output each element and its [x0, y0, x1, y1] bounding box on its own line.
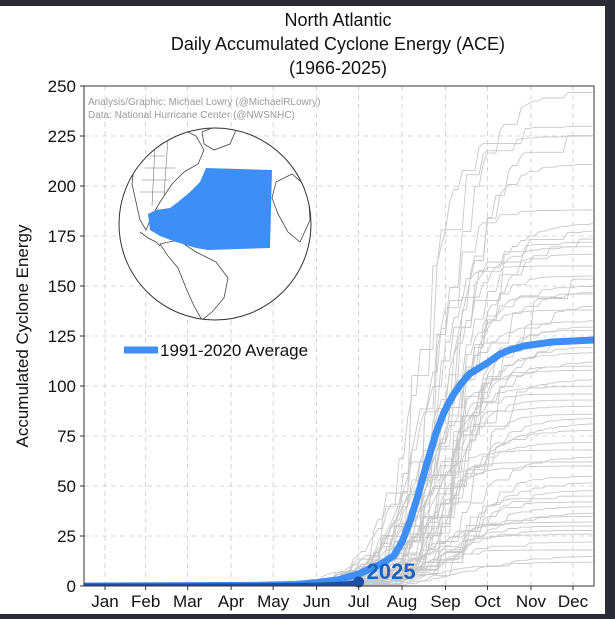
x-tick-label-mar: Mar — [173, 592, 203, 611]
x-tick-label-apr: Apr — [218, 592, 245, 611]
y-tick-label: 50 — [57, 477, 76, 496]
north-atlantic-basin-highlight — [148, 168, 272, 250]
y-tick-label: 250 — [48, 77, 76, 96]
chart-frame: North Atlantic Daily Accumulated Cyclone… — [0, 6, 605, 614]
title-line-2: Daily Accumulated Cyclone Energy (ACE) — [171, 34, 505, 54]
credit-analysis: Analysis/Graphic: Michael Lowry (@Michae… — [88, 97, 320, 108]
credit-data: Data: National Hurricane Center (@NWSNHC… — [88, 110, 295, 121]
y-tick-label: 200 — [48, 177, 76, 196]
ace-chart: North Atlantic Daily Accumulated Cyclone… — [13, 10, 595, 611]
state-lines — [140, 137, 175, 207]
y-tick-label: 150 — [48, 277, 76, 296]
x-tick-label-aug: Aug — [387, 592, 417, 611]
x-tick-label-sep: Sep — [430, 592, 460, 611]
credits: Analysis/Graphic: Michael Lowry (@Michae… — [88, 97, 320, 121]
x-tick-label-jun: Jun — [303, 592, 330, 611]
x-tick-label-oct: Oct — [474, 592, 501, 611]
legend: 1991-2020 Average — [124, 341, 308, 360]
chart-title: North Atlantic Daily Accumulated Cyclone… — [171, 10, 505, 78]
y-tick-label: 0 — [67, 577, 76, 596]
inset-globe — [118, 127, 312, 321]
historical-season-line — [84, 320, 593, 586]
x-axis-ticks: Jan Feb Mar Apr May Jun Jul Aug Sep Oct Nov Dec — [91, 586, 589, 611]
historical-season-line — [84, 292, 593, 586]
globe-contents — [131, 128, 311, 320]
central-america-outline — [139, 231, 161, 247]
legend-label-average: 1991-2020 Average — [160, 341, 308, 360]
x-tick-label-may: May — [257, 592, 290, 611]
x-tick-label-nov: Nov — [516, 592, 547, 611]
series-markers: 2025 — [353, 559, 416, 588]
greenland-outline — [201, 128, 237, 151]
x-tick-label-dec: Dec — [558, 592, 589, 611]
north-america-outline — [131, 128, 205, 231]
y-tick-label: 25 — [57, 527, 76, 546]
x-tick-label-jan: Jan — [91, 592, 118, 611]
y-tick-label: 175 — [48, 227, 76, 246]
south-america-outline — [159, 239, 229, 320]
series-line-average — [84, 336, 594, 586]
x-tick-label-feb: Feb — [131, 592, 160, 611]
land-outlines — [131, 128, 311, 320]
historical-season-line — [84, 501, 593, 586]
title-line-3: (1966-2025) — [289, 58, 387, 78]
y-tick-label: 75 — [57, 427, 76, 446]
y-tick-label: 125 — [48, 327, 76, 346]
y-axis-ticks: 0 25 50 75 100 125 150 175 200 225 250 — [48, 77, 84, 596]
series-end-marker-2025 — [353, 576, 365, 588]
x-tick-label-jul: Jul — [348, 592, 370, 611]
africa-europe-outline — [271, 173, 311, 243]
y-axis-title: Accumulated Cyclone Energy — [13, 224, 32, 448]
title-line-1: North Atlantic — [284, 10, 391, 30]
y-tick-label: 100 — [48, 377, 76, 396]
y-tick-label: 225 — [48, 127, 76, 146]
series-label-2025: 2025 — [367, 559, 416, 584]
